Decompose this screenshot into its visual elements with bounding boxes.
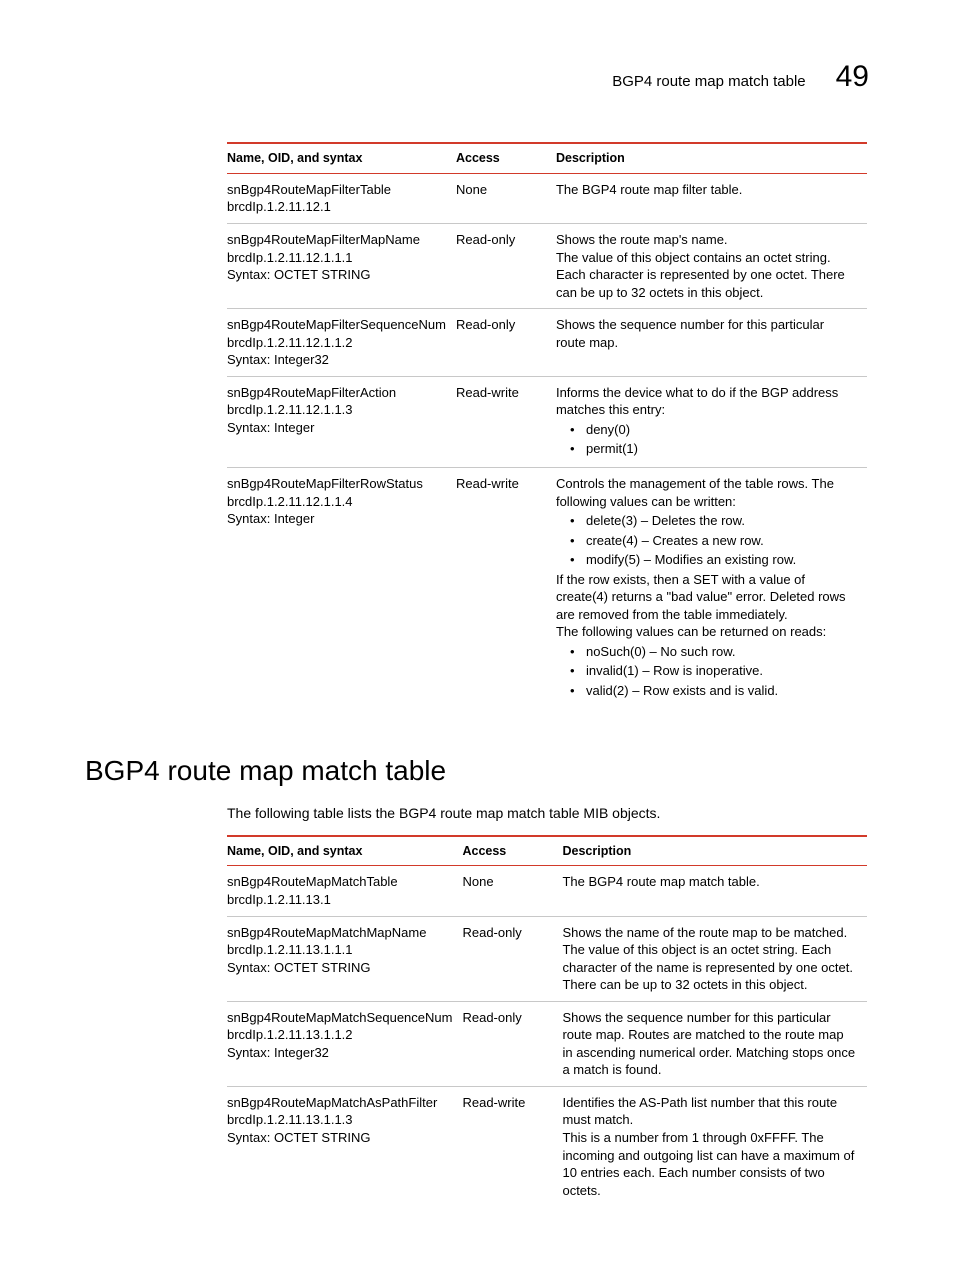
bullet-item: noSuch(0) – No such row. [570,643,857,661]
match-table: Name, OID, and syntax Access Description… [227,835,867,1207]
cell-name: snBgp4RouteMapFilterActionbrcdIp.1.2.11.… [227,376,456,467]
intro-text: The following table lists the BGP4 route… [227,805,869,821]
name-oid-syntax: snBgp4RouteMapMatchMapNamebrcdIp.1.2.11.… [227,924,452,977]
cell-access: Read-only [456,309,556,377]
name-oid-syntax: snBgp4RouteMapMatchSequenceNumbrcdIp.1.2… [227,1009,452,1062]
section-heading: BGP4 route map match table [85,755,869,787]
table-row: snBgp4RouteMapMatchMapNamebrcdIp.1.2.11.… [227,916,867,1001]
name-oid-syntax: snBgp4RouteMapMatchTablebrcdIp.1.2.11.13… [227,873,452,908]
cell-description: Shows the sequence number for this parti… [556,309,867,377]
cell-access: Read-write [456,467,556,708]
cell-name: snBgp4RouteMapMatchMapNamebrcdIp.1.2.11.… [227,916,462,1001]
table-row: snBgp4RouteMapFilterRowStatusbrcdIp.1.2.… [227,467,867,708]
chapter-number: 49 [836,60,869,94]
table-row: snBgp4RouteMapFilterActionbrcdIp.1.2.11.… [227,376,867,467]
table-header-row: Name, OID, and syntax Access Description [227,836,867,866]
col-description: Description [562,836,867,866]
col-name: Name, OID, and syntax [227,836,462,866]
header-title: BGP4 route map match table [612,73,805,90]
name-oid-syntax: snBgp4RouteMapFilterSequenceNumbrcdIp.1.… [227,316,446,369]
table-row: snBgp4RouteMapMatchSequenceNumbrcdIp.1.2… [227,1001,867,1086]
cell-description: Shows the name of the route map to be ma… [562,916,867,1001]
cell-description: Identifies the AS-Path list number that … [562,1086,867,1206]
col-name: Name, OID, and syntax [227,143,456,173]
cell-name: snBgp4RouteMapMatchAsPathFilterbrcdIp.1.… [227,1086,462,1206]
bullet-list: noSuch(0) – No such row.invalid(1) – Row… [556,643,857,700]
cell-description: Controls the management of the table row… [556,467,867,708]
cell-description: The BGP4 route map filter table. [556,173,867,223]
cell-access: None [462,866,562,916]
cell-description: Shows the sequence number for this parti… [562,1001,867,1086]
cell-name: snBgp4RouteMapFilterRowStatusbrcdIp.1.2.… [227,467,456,708]
table-row: snBgp4RouteMapFilterSequenceNumbrcdIp.1.… [227,309,867,377]
bullet-item: valid(2) – Row exists and is valid. [570,682,857,700]
name-oid-syntax: snBgp4RouteMapFilterRowStatusbrcdIp.1.2.… [227,475,446,528]
bullet-list: delete(3) – Deletes the row. create(4) – … [556,512,857,569]
table-row: snBgp4RouteMapFilterMapNamebrcdIp.1.2.11… [227,223,867,308]
page-header: BGP4 route map match table 49 [85,60,869,94]
name-oid-syntax: snBgp4RouteMapFilterActionbrcdIp.1.2.11.… [227,384,446,437]
table-row: snBgp4RouteMapMatchAsPathFilterbrcdIp.1.… [227,1086,867,1206]
bullet-item: modify(5) – Modifies an existing row. [570,551,857,569]
table-header-row: Name, OID, and syntax Access Description [227,143,867,173]
cell-access: Read-only [462,1001,562,1086]
filter-table: Name, OID, and syntax Access Description… [227,142,867,709]
page-content: BGP4 route map match table 49 Name, OID,… [0,0,954,1266]
col-access: Access [462,836,562,866]
cell-name: snBgp4RouteMapMatchTablebrcdIp.1.2.11.13… [227,866,462,916]
cell-access: None [456,173,556,223]
bullet-item: delete(3) – Deletes the row. [570,512,857,530]
cell-description: Shows the route map's name.The value of … [556,223,867,308]
table-row: snBgp4RouteMapMatchTablebrcdIp.1.2.11.13… [227,866,867,916]
cell-access: Read-write [462,1086,562,1206]
cell-description: Informs the device what to do if the BGP… [556,376,867,467]
bullet-item: create(4) – Creates a new row. [570,532,857,550]
cell-name: snBgp4RouteMapFilterMapNamebrcdIp.1.2.11… [227,223,456,308]
col-description: Description [556,143,867,173]
cell-name: snBgp4RouteMapMatchSequenceNumbrcdIp.1.2… [227,1001,462,1086]
cell-name: snBgp4RouteMapFilterSequenceNumbrcdIp.1.… [227,309,456,377]
cell-description: The BGP4 route map match table. [562,866,867,916]
bullet-item: invalid(1) – Row is inoperative. [570,662,857,680]
table-row: snBgp4RouteMapFilterTablebrcdIp.1.2.11.1… [227,173,867,223]
name-oid-syntax: snBgp4RouteMapMatchAsPathFilterbrcdIp.1.… [227,1094,452,1147]
col-access: Access [456,143,556,173]
bullet-item: permit(1) [570,440,857,458]
cell-access: Read-write [456,376,556,467]
cell-access: Read-only [462,916,562,1001]
bullet-list: deny(0)permit(1) [556,421,857,458]
name-oid-syntax: snBgp4RouteMapFilterMapNamebrcdIp.1.2.11… [227,231,446,284]
bullet-item: deny(0) [570,421,857,439]
cell-name: snBgp4RouteMapFilterTablebrcdIp.1.2.11.1… [227,173,456,223]
name-oid-syntax: snBgp4RouteMapFilterTablebrcdIp.1.2.11.1… [227,181,446,216]
cell-access: Read-only [456,223,556,308]
